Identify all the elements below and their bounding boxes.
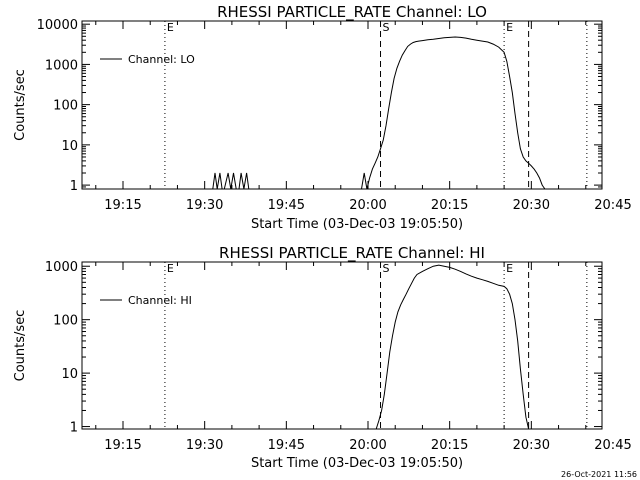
panel-0-legend-label: Channel: LO (128, 53, 195, 66)
panel-0-xtick-label: 20:45 (594, 198, 631, 213)
panel-1-vline-label: E (167, 262, 174, 275)
panel-0-xtick-label: 20:15 (431, 198, 468, 213)
panel-1-xtick-label: 20:15 (431, 438, 468, 453)
panel-1-title: RHESSI PARTICLE_RATE Channel: HI (219, 244, 485, 263)
panel-0-xtick-label: 19:15 (104, 198, 141, 213)
footer-timestamp: 26-Oct-2021 11:56 (561, 470, 637, 479)
panel-0-xlabel: Start Time (03-Dec-03 19:05:50) (251, 217, 463, 232)
panel-1-legend-label: Channel: HI (128, 294, 192, 307)
panel-1-xtick-label: 20:00 (349, 438, 386, 453)
panel-1-ytick-label: 1000 (45, 260, 78, 275)
panel-0-ytick-label: 10 (61, 139, 78, 154)
panel-0-ytick-label: 100 (53, 99, 78, 114)
panel-1-xtick-label: 19:15 (104, 438, 141, 453)
panel-1-series-line (375, 264, 530, 430)
panel-1-xlabel: Start Time (03-Dec-03 19:05:50) (251, 456, 463, 471)
panel-1-ytick-label: 10 (61, 367, 78, 382)
panel-1-ytick-label: 100 (53, 314, 78, 329)
panel-0-xtick-label: 20:30 (513, 198, 550, 213)
panel-1-xtick-label: 20:30 (513, 438, 550, 453)
panel-0-xtick-label: 19:30 (186, 198, 223, 213)
panel-0-series-line (212, 36, 546, 190)
panel-0-ytick-label: 1000 (45, 58, 78, 73)
panel-0-vline-label: E (167, 21, 174, 34)
panel-0-ytick-label: 10000 (37, 18, 78, 33)
panel-1-xtick-label: 20:45 (594, 438, 631, 453)
panel-0-title: RHESSI PARTICLE_RATE Channel: LO (217, 3, 487, 22)
panel-0-xtick-label: 20:00 (349, 198, 386, 213)
panel-1-xtick-label: 19:30 (186, 438, 223, 453)
panel-0-axes-frame (81, 20, 603, 190)
panel-1-axes-frame (81, 261, 603, 430)
panel-0-xtick-label: 19:45 (268, 198, 305, 213)
panel-1-ylabel: Counts/sec (13, 310, 28, 382)
panel-1-vline-label: E (506, 262, 513, 275)
panel-0-ylabel: Counts/sec (13, 69, 28, 141)
panel-1-xtick-label: 19:45 (268, 438, 305, 453)
panel-0-ytick-label: 1 (70, 179, 78, 194)
panel-1-ytick-label: 1 (70, 421, 78, 436)
panel-1-vline-label: S (383, 262, 390, 275)
panel-0-vline-label: E (506, 21, 513, 34)
panel-0-vline-label: S (383, 21, 390, 34)
